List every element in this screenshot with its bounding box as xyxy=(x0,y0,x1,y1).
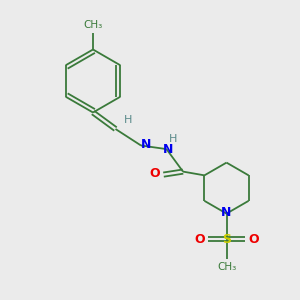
Text: CH₃: CH₃ xyxy=(83,20,103,30)
Text: S: S xyxy=(222,232,231,246)
Text: CH₃: CH₃ xyxy=(217,262,236,272)
Text: O: O xyxy=(149,167,160,180)
Text: N: N xyxy=(163,142,173,156)
Text: O: O xyxy=(194,232,205,246)
Text: H: H xyxy=(169,134,177,145)
Text: N: N xyxy=(221,206,231,220)
Text: N: N xyxy=(141,137,152,151)
Text: O: O xyxy=(248,232,259,246)
Text: H: H xyxy=(124,115,132,125)
